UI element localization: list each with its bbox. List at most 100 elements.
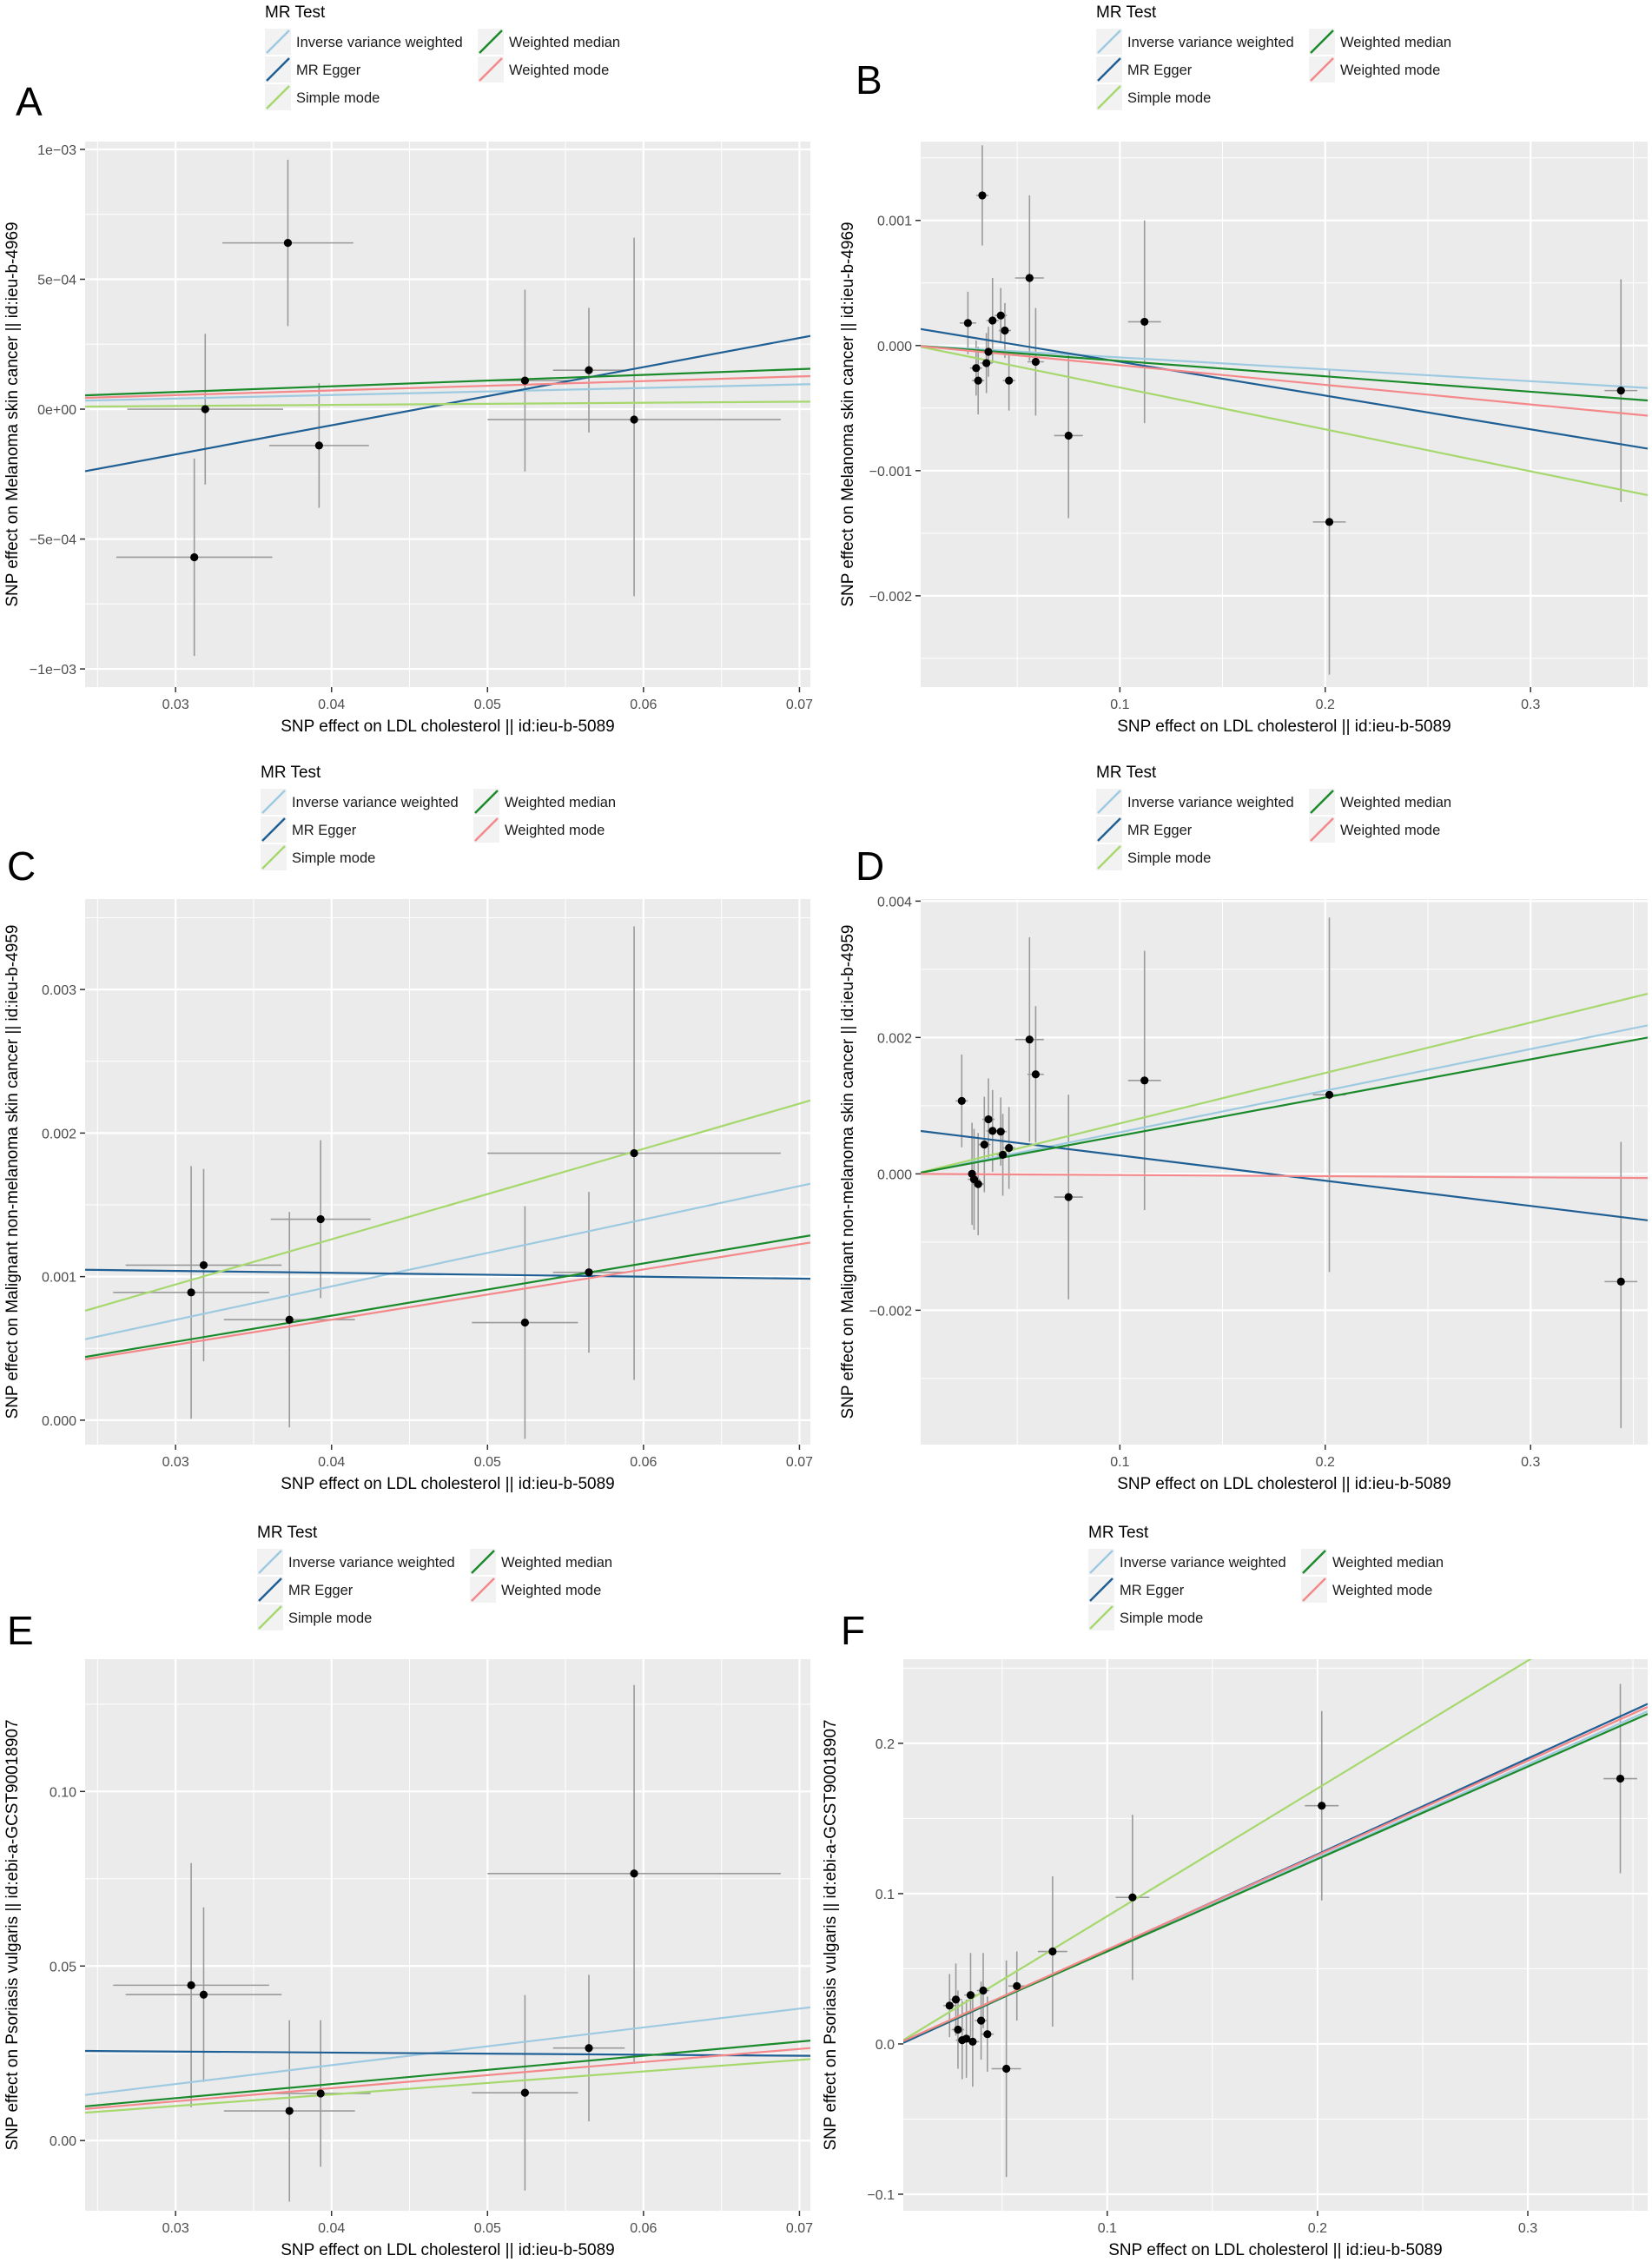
legend-key-line — [1089, 1550, 1113, 1574]
legend-key-line — [1097, 845, 1121, 870]
y-axis-title: SNP effect on Psoriasis vulgaris || id:e… — [822, 1719, 840, 2150]
x-axis-title: SNP effect on LDL cholesterol || id:ieu-… — [281, 1475, 614, 1493]
legend-item: Simple mode — [257, 1604, 372, 1630]
y-tick-label: −0.1 — [867, 2188, 895, 2203]
legend: MR Test Inverse variance weighted MR Egger… — [1088, 1524, 1444, 1630]
legend-label: MR Egger — [288, 1583, 354, 1598]
y-tick-label: 0e+00 — [37, 403, 76, 418]
legend-title: MR Test — [1088, 1524, 1149, 1542]
legend-key-line — [266, 57, 290, 82]
y-tick-label: 0.003 — [42, 983, 76, 998]
legend-item: MR Egger — [261, 817, 357, 843]
legend-label: Simple mode — [288, 1611, 372, 1626]
panel-letter: D — [856, 843, 884, 889]
snp-point — [980, 1141, 988, 1149]
legend-label: Simple mode — [292, 850, 375, 866]
snp-point — [1064, 431, 1073, 440]
regression-line-simple-mode — [921, 346, 1648, 497]
legend-key-line — [1302, 1577, 1326, 1602]
x-axis-title: SNP effect on LDL cholesterol || id:ieu-… — [1117, 1475, 1450, 1493]
regression-line-inverse-variance-weighted — [921, 1024, 1648, 1174]
regression-line-inverse-variance-weighted — [85, 383, 810, 402]
legend-item: Weighted median — [1301, 1549, 1444, 1575]
legend-item: Weighted median — [1309, 789, 1451, 815]
x-tick-label: 0.04 — [318, 698, 345, 712]
snp-point — [520, 2088, 529, 2097]
snp-point — [585, 366, 593, 374]
y-tick-label: 0.1 — [876, 1888, 895, 1902]
snp-point — [520, 376, 529, 385]
legend-title: MR Test — [1096, 764, 1157, 782]
x-axis-title: SNP effect on LDL cholesterol || id:ieu-… — [281, 718, 614, 736]
legend-key-line — [261, 790, 286, 814]
panel-letter: E — [7, 1608, 34, 1653]
y-tick-label: 0.002 — [42, 1127, 76, 1141]
legend-label: Weighted median — [509, 35, 620, 50]
x-tick-label: 0.06 — [630, 698, 657, 712]
regression-line-weighted-mode — [85, 2047, 810, 2110]
snp-point — [1616, 1774, 1625, 1783]
x-tick-label: 0.06 — [630, 2221, 657, 2236]
x-axis-title: SNP effect on LDL cholesterol || id:ieu-… — [1117, 718, 1450, 736]
x-tick-label: 0.03 — [162, 2221, 189, 2236]
snp-point — [1025, 1035, 1034, 1044]
plot-panel — [85, 899, 810, 1445]
snp-point — [1140, 1076, 1149, 1085]
x-tick-label: 0.3 — [1521, 698, 1540, 712]
legend-item: Weighted mode — [1301, 1577, 1432, 1603]
legend-key-line — [1097, 57, 1121, 82]
y-tick-label: 0.00 — [50, 2134, 76, 2149]
legend-item: Weighted mode — [473, 817, 605, 843]
snp-point — [974, 1180, 982, 1188]
regression-line-weighted-mode — [85, 1241, 810, 1361]
legend-item: MR Egger — [1096, 817, 1193, 843]
legend-item: MR Egger — [1088, 1577, 1185, 1603]
regression-line-simple-mode — [85, 2058, 810, 2114]
y-tick-label: −1e−03 — [30, 663, 76, 678]
x-tick-label: 0.2 — [1308, 2221, 1327, 2236]
snp-point — [316, 1214, 325, 1224]
x-tick-label: 0.3 — [1518, 2221, 1537, 2236]
snp-point — [988, 316, 997, 325]
legend-item: Simple mode — [1096, 84, 1211, 110]
legend-item: Inverse variance weighted — [1096, 789, 1294, 815]
x-tick-label: 0.03 — [162, 1455, 189, 1470]
regression-line-weighted-mode — [921, 1173, 1648, 1180]
snp-point — [199, 1990, 208, 1999]
legend: MR Test Inverse variance weighted MR Egger… — [257, 1524, 612, 1630]
legend-label: Inverse variance weighted — [292, 795, 459, 810]
snp-point — [1031, 357, 1041, 367]
snp-point — [190, 552, 199, 562]
y-tick-label: 0.001 — [877, 215, 912, 229]
snp-point — [1616, 1277, 1625, 1286]
panel-f: F MR Test Inverse variance weighted MR Egge… — [822, 1524, 1648, 2259]
legend-label: Simple mode — [1127, 90, 1211, 106]
y-tick-label: 0.0 — [876, 2038, 895, 2053]
legend-key-line — [1310, 30, 1334, 54]
legend-title: MR Test — [257, 1524, 318, 1542]
regression-line-weighted-median — [903, 1713, 1648, 2042]
legend-key-line — [474, 790, 499, 814]
x-tick-label: 0.04 — [318, 1455, 345, 1470]
legend-item: Weighted median — [473, 789, 616, 815]
y-tick-label: 0.004 — [877, 895, 912, 909]
legend: MR Test Inverse variance weighted MR Egger… — [1096, 764, 1451, 870]
snp-point — [1025, 274, 1034, 282]
legend-label: Weighted median — [505, 795, 616, 810]
y-tick-label: 0.000 — [42, 1414, 76, 1429]
panel-letter: A — [16, 79, 43, 124]
regression-line-simple-mode — [921, 992, 1648, 1174]
snp-point — [963, 319, 972, 327]
snp-point — [954, 2025, 962, 2034]
snp-point — [945, 2001, 954, 2010]
snp-point — [1005, 1143, 1014, 1153]
x-tick-label: 0.06 — [630, 1455, 657, 1470]
snp-point — [1616, 387, 1625, 395]
legend-key-line — [1089, 1577, 1113, 1602]
snp-point — [1031, 1070, 1041, 1079]
legend-label: Inverse variance weighted — [296, 35, 463, 50]
legend-item: Weighted median — [470, 1549, 612, 1575]
legend-key-line — [479, 57, 503, 82]
snp-point — [976, 2016, 986, 2025]
legend-key-line — [479, 30, 503, 54]
